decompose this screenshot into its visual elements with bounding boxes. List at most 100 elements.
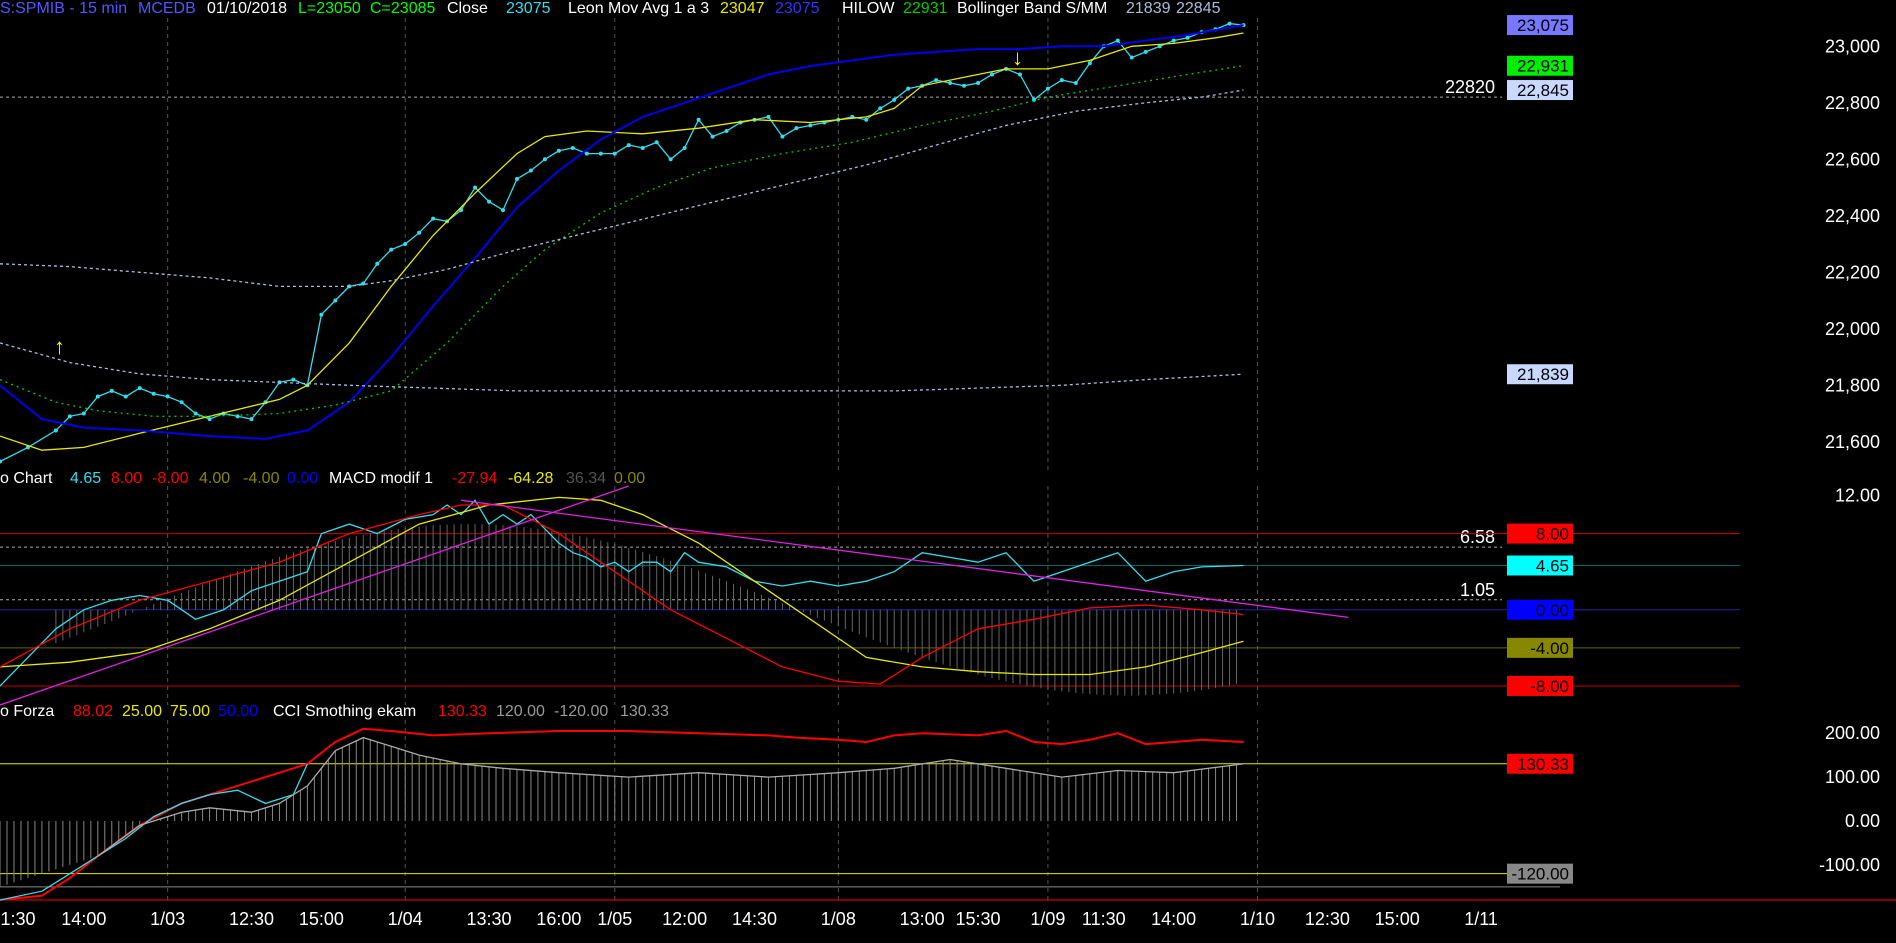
x-tick-label: 1/08 bbox=[821, 909, 856, 929]
date-label: 01/10/2018 bbox=[207, 0, 287, 17]
close-point bbox=[179, 400, 184, 405]
macd-label: MACD modif 1 bbox=[329, 470, 433, 487]
close-point bbox=[626, 143, 631, 148]
close-point bbox=[1143, 49, 1148, 54]
close-point bbox=[696, 117, 701, 122]
reference-label: 1.05 bbox=[1460, 580, 1495, 600]
y-tick-label: 0.00 bbox=[1845, 811, 1880, 831]
price-tag bbox=[1507, 80, 1573, 101]
close-point bbox=[948, 80, 953, 85]
price-tag-label: -120.00 bbox=[1511, 865, 1569, 884]
close-point bbox=[1045, 86, 1050, 91]
price-tag bbox=[1507, 753, 1573, 774]
x-tick-label: 16:00 bbox=[536, 909, 581, 929]
close-point bbox=[612, 151, 617, 156]
close-point bbox=[724, 129, 729, 133]
y-tick-label: 21,800 bbox=[1825, 375, 1880, 395]
close-point bbox=[1157, 44, 1162, 49]
price-tag-label: 8.00 bbox=[1536, 525, 1569, 544]
x-tick-label: 12:30 bbox=[229, 909, 274, 929]
close-point bbox=[1115, 38, 1120, 43]
y-tick-label: 22,400 bbox=[1825, 206, 1880, 226]
close-point bbox=[333, 298, 338, 303]
mov-avg-value2: 23075 bbox=[775, 0, 820, 17]
series-line bbox=[0, 24, 1244, 440]
panel3-v3: 75.00 bbox=[170, 703, 210, 720]
cci-c3: -120.00 bbox=[554, 703, 608, 720]
series-line bbox=[0, 22, 1244, 463]
close-point bbox=[67, 414, 72, 419]
hilow-label: HILOW bbox=[842, 0, 895, 17]
close-point bbox=[375, 261, 380, 266]
close-point bbox=[361, 281, 366, 286]
close-point bbox=[389, 247, 394, 252]
price-tag-label: 0.00 bbox=[1536, 601, 1569, 620]
bollinger-label: Bollinger Band S/MM bbox=[957, 0, 1107, 17]
series-line bbox=[0, 485, 629, 706]
close-point bbox=[431, 216, 436, 221]
x-tick-label: 15:30 bbox=[956, 909, 1001, 929]
panel2-v2: 8.00 bbox=[111, 470, 142, 487]
close-point bbox=[1185, 35, 1190, 40]
series-line bbox=[97, 736, 1244, 857]
macd-m1: -27.94 bbox=[452, 470, 497, 487]
close-point bbox=[500, 208, 505, 213]
cci-c1: 130.33 bbox=[438, 703, 487, 720]
mov-avg-label: Leon Mov Avg 1 a 3 bbox=[568, 0, 709, 17]
close-point bbox=[584, 151, 589, 156]
price-tag bbox=[1507, 637, 1573, 658]
price-tag bbox=[1507, 364, 1573, 385]
close-point bbox=[808, 123, 813, 128]
x-tick-label: 1/05 bbox=[597, 909, 632, 929]
close-value: 23075 bbox=[506, 0, 551, 17]
source-label: MCEDB bbox=[138, 0, 196, 17]
x-tick-label: 1/03 bbox=[150, 909, 185, 929]
y-tick-label: 12.00 bbox=[1835, 486, 1880, 506]
close-point bbox=[193, 411, 198, 416]
y-tick-label: -100.00 bbox=[1819, 855, 1880, 875]
x-tick-label: 11:30 bbox=[1082, 909, 1126, 929]
x-tick-label: 15:00 bbox=[299, 909, 344, 929]
price-tag-label: 21,839 bbox=[1517, 365, 1569, 384]
price-tag-label: -4.00 bbox=[1530, 639, 1569, 658]
close-point bbox=[892, 97, 897, 102]
x-tick-label: 12:00 bbox=[662, 909, 707, 929]
x-tick-label: 14:30 bbox=[732, 909, 777, 929]
panel1-header: S:SPMIB - 15 min MCEDB 01/10/2018 L=2305… bbox=[0, 0, 1221, 17]
series-line bbox=[0, 32, 1244, 451]
close-point bbox=[249, 417, 254, 422]
panel3-v4: 50.00 bbox=[218, 703, 258, 720]
x-tick-label: 14:00 bbox=[61, 909, 106, 929]
y-tick-label: 200.00 bbox=[1825, 723, 1880, 743]
close-point bbox=[668, 157, 673, 162]
close-point bbox=[1073, 80, 1078, 85]
panel3-v2: 25.00 bbox=[122, 703, 162, 720]
cci-label: CCI Smothing ekam bbox=[273, 703, 416, 720]
y-tick-label: 22,000 bbox=[1825, 319, 1880, 339]
series-line bbox=[0, 504, 1244, 685]
macd-m3: 36.34 bbox=[566, 470, 606, 487]
close-point bbox=[1087, 61, 1092, 66]
x-tick-label: 1/10 bbox=[1240, 909, 1275, 929]
macd-m4: 0.00 bbox=[614, 470, 645, 487]
close-point bbox=[794, 126, 799, 131]
close-point bbox=[109, 388, 114, 393]
close-point bbox=[710, 134, 715, 139]
mov-avg-value1: 23047 bbox=[720, 0, 765, 17]
close-point bbox=[81, 411, 86, 416]
x-tick-label: 1:30 bbox=[0, 909, 35, 929]
panel2-name: o Chart bbox=[0, 470, 53, 487]
close-point bbox=[207, 417, 212, 422]
x-tick-label: 1/11 bbox=[1464, 909, 1498, 929]
close-point bbox=[1129, 55, 1134, 60]
price-tag bbox=[1507, 523, 1573, 544]
y-tick-label: 23,000 bbox=[1825, 36, 1880, 56]
price-tag-label: 22,845 bbox=[1517, 81, 1569, 100]
panel3-v1: 88.02 bbox=[73, 703, 113, 720]
panel2-v4: 4.00 bbox=[199, 470, 230, 487]
bollinger-value2: 22845 bbox=[1176, 0, 1221, 17]
cci-c2: 120.00 bbox=[496, 703, 545, 720]
close-point bbox=[570, 145, 575, 150]
hilow-value: 22931 bbox=[903, 0, 948, 17]
